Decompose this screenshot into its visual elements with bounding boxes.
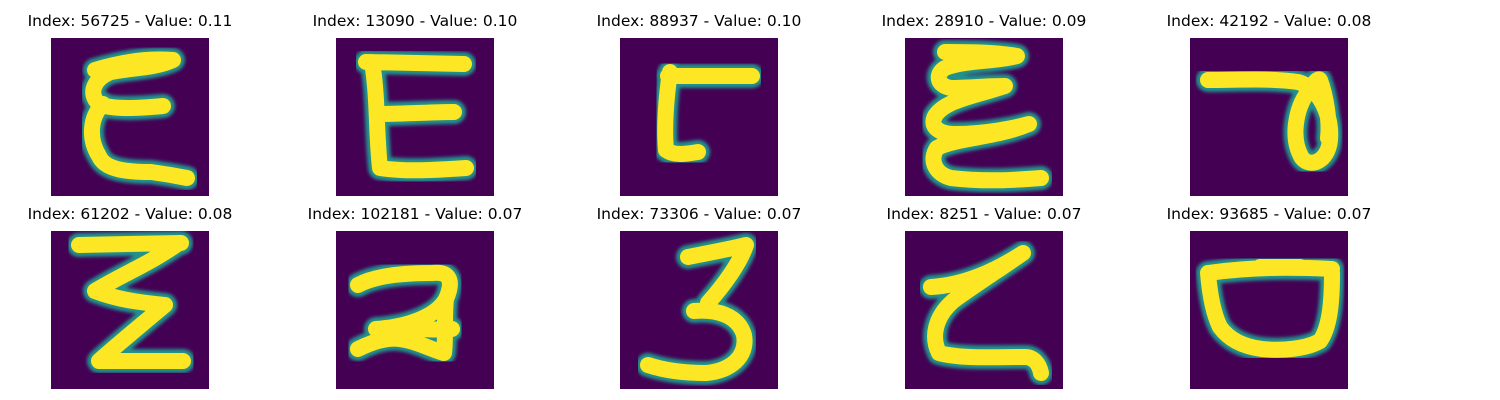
glyph-image [620, 231, 778, 389]
panel-title: Index: 61202 - Value: 0.08 [27, 205, 233, 223]
panel-title: Index: 88937 - Value: 0.10 [596, 12, 802, 30]
glyph-image [336, 231, 494, 389]
glyph-image [1190, 38, 1348, 196]
glyph-image [336, 38, 494, 196]
glyph-image [1190, 231, 1348, 389]
panel-title: Index: 13090 - Value: 0.10 [312, 12, 518, 30]
panel-title: Index: 93685 - Value: 0.07 [1166, 205, 1372, 223]
glyph-image [620, 38, 778, 196]
panel-title: Index: 28910 - Value: 0.09 [881, 12, 1087, 30]
panel-title: Index: 42192 - Value: 0.08 [1166, 12, 1372, 30]
glyph-image [51, 38, 209, 196]
glyph-image [905, 231, 1063, 389]
glyph-image [51, 231, 209, 389]
panel-title: Index: 56725 - Value: 0.11 [27, 12, 233, 30]
panel-title: Index: 8251 - Value: 0.07 [886, 205, 1082, 223]
panel-title: Index: 73306 - Value: 0.07 [596, 205, 802, 223]
panel-title: Index: 102181 - Value: 0.07 [307, 205, 523, 223]
glyph-image [905, 38, 1063, 196]
